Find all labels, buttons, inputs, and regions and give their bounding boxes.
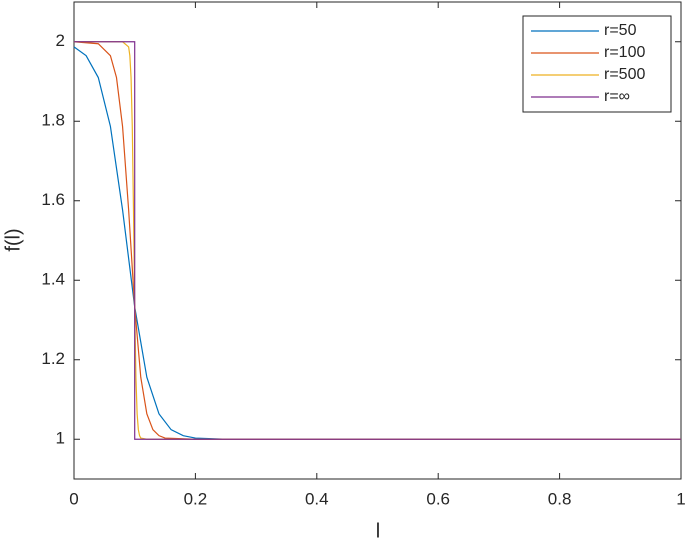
y-tick-label: 1.2 — [41, 349, 65, 368]
x-tick-label: 0.2 — [184, 489, 208, 508]
y-tick-label: 1.6 — [41, 190, 65, 209]
x-tick-label: 1 — [676, 489, 685, 508]
legend-label: r=50 — [604, 22, 637, 39]
y-axis-label: f(l) — [2, 228, 24, 251]
y-tick-label: 1.4 — [41, 270, 65, 289]
legend-box — [522, 15, 672, 113]
series-line — [74, 41, 681, 440]
legend: r=50 r=100 r=500 r=∞ — [522, 15, 672, 113]
legend-label: r=500 — [604, 66, 645, 83]
y-tick-label: 1 — [56, 429, 65, 448]
x-tick-label: 0.6 — [426, 489, 450, 508]
y-tick-label: 1.8 — [41, 111, 65, 130]
x-tick-label: 0.8 — [548, 489, 572, 508]
legend-label: r=100 — [604, 44, 645, 61]
series-line — [73, 46, 681, 440]
x-tick-label: 0.4 — [305, 489, 329, 508]
x-tick-label: 0 — [69, 489, 78, 508]
legend-label: r=∞ — [604, 88, 630, 105]
y-tick-label: 2 — [56, 31, 65, 50]
x-axis-label: l — [376, 520, 380, 542]
series-line — [73, 41, 681, 440]
